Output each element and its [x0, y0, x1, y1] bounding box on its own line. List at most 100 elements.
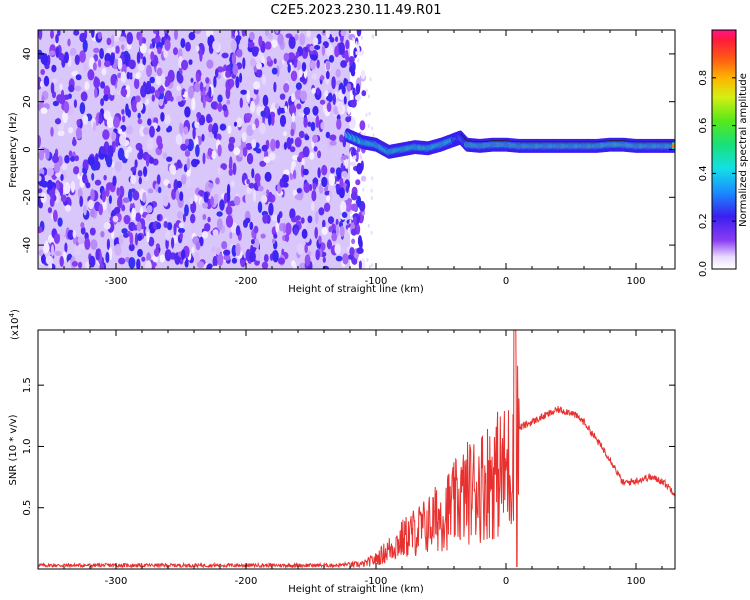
noise-blob [69, 47, 77, 56]
noise-blob [217, 94, 223, 103]
noise-blob [334, 45, 340, 58]
noise-blob [229, 78, 235, 88]
noise-blob [43, 242, 50, 254]
noise-blob [54, 233, 60, 244]
spectrogram-y-tick-label: 0 [22, 146, 33, 152]
noise-blob [221, 52, 229, 59]
noise-blob [98, 203, 103, 216]
noise-blob [167, 125, 173, 132]
noise-blob [143, 127, 149, 135]
noise-blob [295, 82, 302, 90]
noise-blob [68, 30, 73, 36]
noise-blob [340, 30, 347, 37]
noise-blob [128, 257, 136, 269]
noise-blob [320, 75, 325, 81]
noise-blob [275, 221, 280, 233]
noise-blob [179, 231, 183, 240]
noise-blob [317, 150, 322, 159]
spectrogram-x-axis-label: Height of straight line (km) [288, 284, 424, 295]
noise-blob [291, 112, 295, 123]
noise-blob [277, 257, 285, 265]
noise-blob [79, 195, 84, 207]
noise-blob [290, 70, 298, 82]
spectrogram-x-tick-label: -100 [365, 276, 388, 287]
noise-blob [126, 32, 133, 45]
noise-blob [365, 112, 368, 117]
noise-blob [320, 122, 325, 130]
noise-blob [261, 74, 267, 85]
noise-blob [132, 72, 136, 79]
noise-blob [344, 158, 349, 169]
noise-blob [73, 245, 81, 256]
noise-blob [247, 41, 255, 48]
noise-blob [124, 149, 129, 159]
noise-blob [216, 211, 223, 217]
noise-blob [304, 46, 309, 53]
noise-blob [249, 221, 254, 231]
noise-blob [279, 93, 286, 100]
noise-blob [131, 207, 137, 221]
noise-blob [350, 191, 358, 201]
noise-blob [57, 30, 61, 37]
noise-blob [43, 75, 50, 87]
noise-blob [328, 226, 333, 233]
noise-blob [115, 45, 120, 54]
noise-blob [331, 76, 336, 90]
noise-blob [191, 246, 195, 253]
noise-blob [248, 182, 255, 189]
noise-blob [304, 135, 310, 141]
noise-blob [122, 197, 130, 203]
noise-blob [307, 215, 313, 224]
noise-blob [45, 148, 50, 160]
noise-blob [254, 259, 260, 266]
noise-blob [256, 180, 261, 188]
noise-blob [273, 233, 278, 239]
noise-blob [78, 261, 83, 269]
noise-blob [62, 110, 68, 124]
noise-blob [211, 245, 216, 254]
noise-blob [154, 248, 160, 257]
noise-blob [355, 83, 361, 95]
noise-blob [341, 155, 349, 161]
noise-blob [231, 52, 237, 66]
noise-blob [95, 153, 99, 163]
noise-blob [328, 134, 336, 141]
noise-blob [93, 47, 100, 54]
noise-blob [210, 101, 217, 110]
noise-blob [114, 161, 122, 172]
noise-blob [171, 188, 177, 200]
noise-blob [54, 118, 62, 125]
noise-blob [110, 74, 117, 86]
noise-blob [72, 136, 76, 147]
noise-blob [117, 57, 123, 70]
noise-blob [97, 31, 103, 40]
noise-blob [206, 59, 214, 69]
noise-blob [312, 37, 319, 46]
noise-blob [67, 38, 71, 47]
noise-blob [103, 222, 111, 230]
noise-blob [40, 107, 48, 114]
noise-blob [180, 143, 188, 151]
noise-blob [179, 191, 184, 202]
noise-blob [250, 58, 257, 68]
trace-contour [460, 133, 675, 143]
noise-blob [348, 254, 354, 260]
noise-blob [160, 73, 166, 85]
noise-blob [142, 192, 147, 203]
noise-blob [259, 160, 267, 167]
noise-blob [83, 62, 88, 72]
noise-blob [156, 174, 161, 185]
noise-blob [260, 233, 266, 239]
noise-blob [149, 76, 155, 84]
noise-blob [157, 142, 163, 150]
noise-blob [310, 121, 316, 132]
noise-blob [357, 98, 359, 103]
noise-blob [262, 94, 269, 107]
noise-blob [131, 99, 138, 113]
noise-blob [252, 93, 257, 100]
noise-blob [51, 78, 58, 84]
noise-blob [182, 213, 186, 223]
noise-blob [304, 243, 309, 254]
noise-blob [315, 115, 320, 128]
